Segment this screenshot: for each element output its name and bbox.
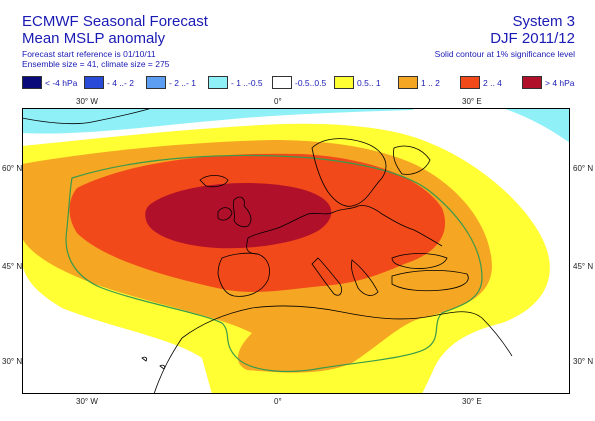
legend-label: - 2 ..- 1: [169, 78, 196, 88]
lon-label-bottom: 30° W: [76, 397, 98, 406]
period-label: DJF 2011/12: [490, 30, 575, 47]
lon-label-bottom: 0°: [274, 397, 282, 406]
coastlines: [22, 108, 513, 394]
legend-swatch: [272, 76, 292, 89]
legend-label: -0.5..0.5: [295, 78, 327, 88]
legend-swatch: [22, 76, 42, 89]
lat-label-right: 45° N: [573, 262, 594, 271]
legend-label: 0.5.. 1: [357, 78, 381, 88]
legend-label: > 4 hPa: [545, 78, 575, 88]
color-legend: < -4 hPa - 4 ..- 2 - 2 ..- 1 - 1 ..-0.5 …: [22, 76, 575, 90]
lat-label-left: 45° N: [2, 262, 23, 271]
legend-swatch: [334, 76, 354, 89]
legend-swatch: [398, 76, 418, 89]
chart-title: ECMWF Seasonal Forecast: [22, 13, 208, 30]
forecast-reference: Forecast start reference is 01/10/11: [22, 49, 156, 59]
lat-label-left: 30° N: [2, 357, 23, 366]
anomaly-map: [22, 108, 570, 394]
legend-swatch: [84, 76, 104, 89]
lon-label-top: 30° E: [462, 97, 482, 106]
legend-swatch: [460, 76, 480, 89]
ensemble-info: Ensemble size = 41, climate size = 275: [22, 59, 170, 69]
legend-label: < -4 hPa: [45, 78, 78, 88]
chart-subtitle: Mean MSLP anomaly: [22, 30, 166, 47]
anomaly-pos-gt-4: [145, 183, 332, 249]
lon-label-top: 0°: [274, 97, 282, 106]
legend-swatch: [522, 76, 542, 89]
map-frame: [22, 108, 570, 394]
legend-label: - 1 ..-0.5: [231, 78, 263, 88]
lat-label-right: 60° N: [573, 164, 594, 173]
lon-label-bottom: 30° E: [462, 397, 482, 406]
legend-label: - 4 ..- 2: [107, 78, 134, 88]
legend-swatch: [146, 76, 166, 89]
legend-swatch: [208, 76, 228, 89]
significance-note: Solid contour at 1% significance level: [434, 49, 575, 59]
legend-label: 1 .. 2: [421, 78, 440, 88]
anomaly-neg-0.5-1: [22, 108, 417, 134]
lat-label-left: 60° N: [2, 164, 23, 173]
legend-label: 2 .. 4: [483, 78, 502, 88]
significance-contour: [65, 154, 483, 372]
system-label: System 3: [512, 13, 575, 30]
lon-label-top: 30° W: [76, 97, 98, 106]
anomaly-neg-0.5-1-east: [502, 108, 570, 143]
lat-label-right: 30° N: [573, 357, 594, 366]
